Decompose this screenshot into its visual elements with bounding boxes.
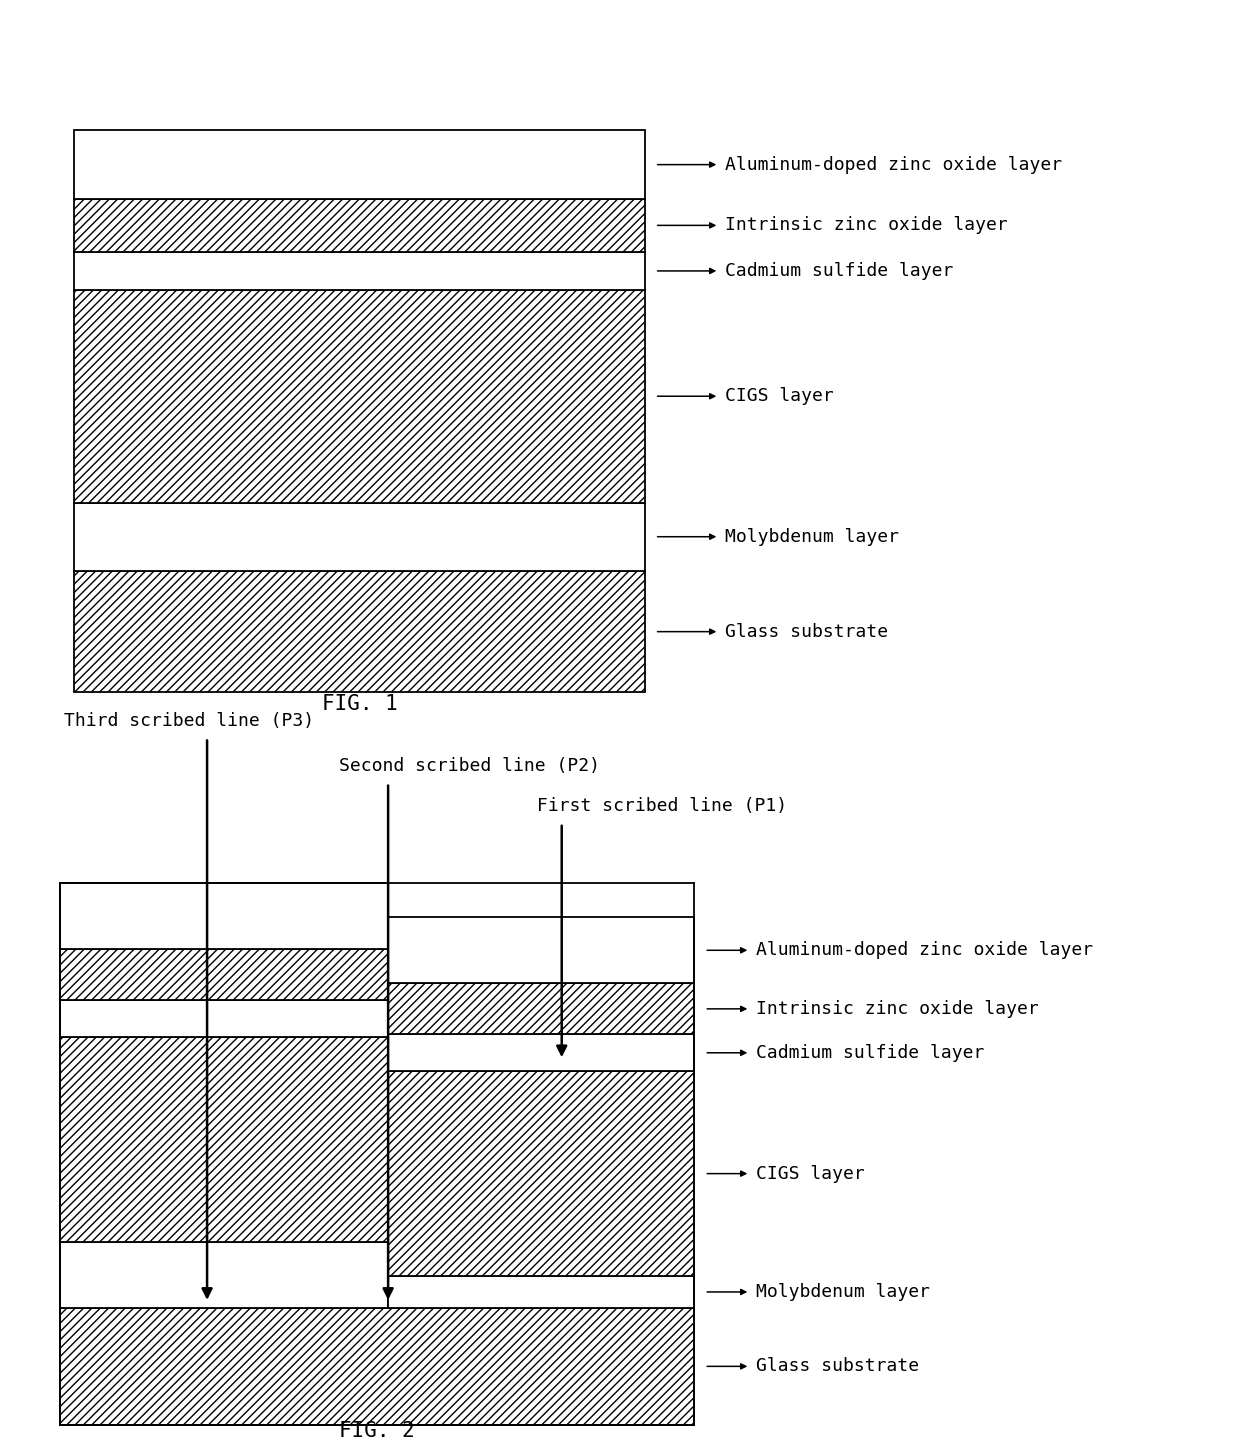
Bar	[60, 883, 207, 949]
Text: CIGS layer: CIGS layer	[725, 387, 835, 405]
Bar	[60, 949, 207, 1000]
Text: Third scribed line (P3): Third scribed line (P3)	[64, 711, 315, 730]
Bar	[74, 130, 645, 199]
Bar	[388, 983, 694, 1035]
Bar	[60, 1241, 388, 1308]
Text: Glass substrate: Glass substrate	[756, 1357, 920, 1376]
Bar	[207, 949, 388, 1000]
Text: Intrinsic zinc oxide layer: Intrinsic zinc oxide layer	[725, 217, 1008, 234]
Text: Cadmium sulfide layer: Cadmium sulfide layer	[725, 262, 954, 280]
Bar	[60, 1000, 207, 1038]
Text: FIG. 1: FIG. 1	[321, 695, 398, 714]
Text: FIG. 2: FIG. 2	[339, 1420, 415, 1441]
Bar	[60, 1038, 207, 1241]
Bar	[207, 883, 388, 949]
Text: Aluminum-doped zinc oxide layer: Aluminum-doped zinc oxide layer	[725, 156, 1063, 173]
Text: First scribed line (P1): First scribed line (P1)	[537, 796, 787, 815]
Bar	[74, 251, 645, 290]
Text: Molybdenum layer: Molybdenum layer	[725, 527, 899, 546]
Bar	[207, 1000, 388, 1038]
Text: Glass substrate: Glass substrate	[725, 623, 889, 640]
Bar	[74, 571, 645, 692]
Bar	[388, 1276, 694, 1308]
Bar	[74, 503, 645, 571]
Bar	[60, 1308, 694, 1425]
Text: CIGS layer: CIGS layer	[756, 1165, 866, 1182]
Bar	[74, 199, 645, 251]
Bar	[207, 1038, 388, 1241]
Text: Second scribed line (P2): Second scribed line (P2)	[339, 757, 599, 775]
Text: Aluminum-doped zinc oxide layer: Aluminum-doped zinc oxide layer	[756, 941, 1094, 959]
Text: Intrinsic zinc oxide layer: Intrinsic zinc oxide layer	[756, 1000, 1039, 1017]
Bar	[388, 1071, 694, 1276]
Text: Cadmium sulfide layer: Cadmium sulfide layer	[756, 1043, 985, 1062]
Text: Molybdenum layer: Molybdenum layer	[756, 1283, 930, 1300]
Bar	[74, 290, 645, 503]
Bar	[388, 1035, 694, 1071]
Bar	[388, 918, 694, 983]
